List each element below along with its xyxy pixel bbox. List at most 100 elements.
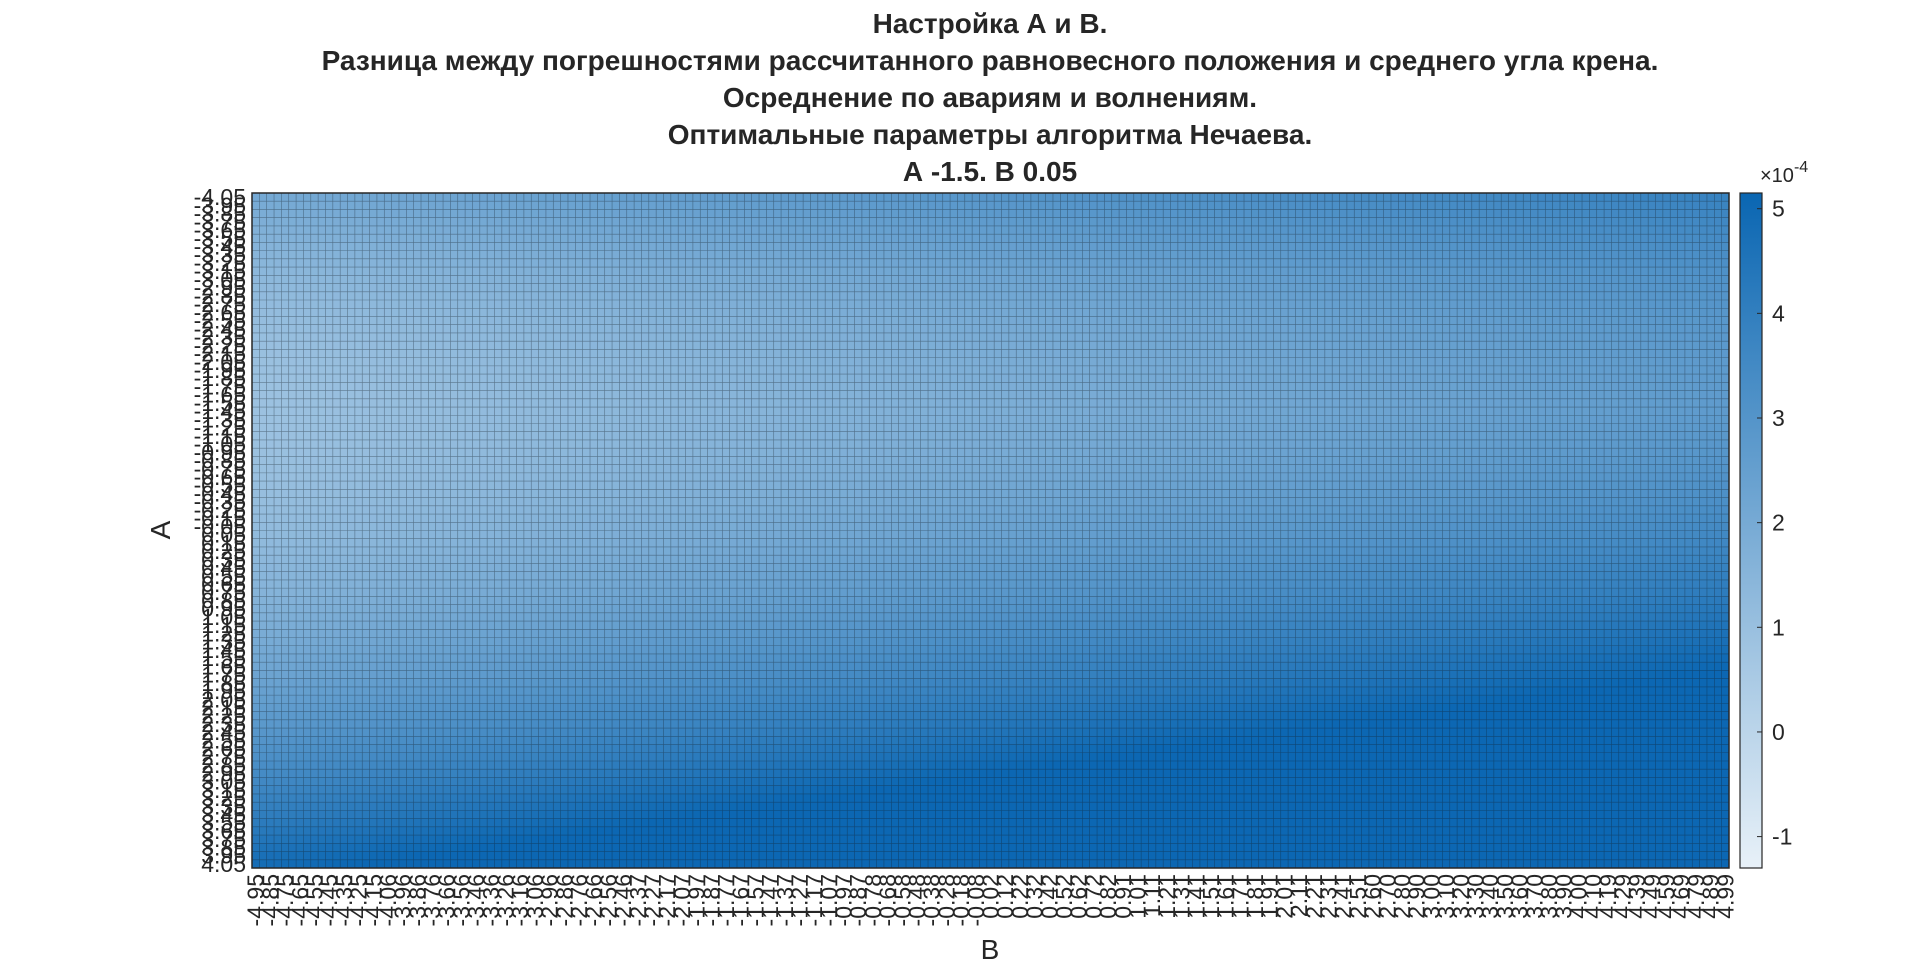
heatmap-cell: [1126, 365, 1135, 375]
heatmap-cell: [869, 316, 877, 326]
heatmap-cell: [1479, 324, 1487, 334]
heatmap-cell: [450, 250, 459, 260]
heatmap-cell: [773, 308, 782, 317]
heatmap-cell: [626, 349, 635, 359]
heatmap-cell: [1288, 275, 1296, 284]
heatmap-cell: [575, 300, 584, 309]
heatmap-cell: [1648, 250, 1656, 260]
heatmap-cell: [1016, 341, 1024, 350]
heatmap-cell: [861, 382, 870, 391]
heatmap-cell: [1324, 332, 1333, 342]
heatmap-cell: [634, 201, 642, 210]
heatmap-cell: [766, 275, 775, 284]
heatmap-cell: [487, 275, 495, 284]
heatmap-cell: [1530, 365, 1539, 375]
heatmap-cell: [560, 217, 569, 227]
heatmap-cell: [443, 201, 451, 210]
heatmap-cell: [619, 209, 628, 219]
heatmap-cell: [1244, 291, 1252, 301]
heatmap-cell: [1670, 275, 1678, 284]
heatmap-cell: [994, 349, 1002, 359]
heatmap-cell: [1192, 258, 1201, 268]
heatmap-cell: [1537, 308, 1546, 317]
heatmap-cell: [1545, 283, 1554, 293]
heatmap-cell: [1383, 382, 1392, 391]
heatmap-cell: [1449, 390, 1458, 400]
heatmap-cell: [303, 332, 312, 342]
heatmap-cell: [1104, 267, 1113, 276]
heatmap-cell: [1001, 201, 1010, 210]
heatmap-cell: [1354, 267, 1362, 276]
heatmap-cell: [1236, 234, 1245, 243]
heatmap-cell: [700, 332, 708, 342]
heatmap-cell: [1721, 349, 1730, 359]
heatmap-cell: [1251, 258, 1260, 268]
heatmap-cell: [435, 209, 444, 219]
heatmap-cell: [1089, 390, 1098, 400]
heatmap-cell: [296, 349, 304, 359]
heatmap-cell: [376, 365, 385, 375]
heatmap-cell: [1126, 374, 1135, 383]
heatmap-cell: [619, 217, 628, 227]
heatmap-cell: [634, 250, 642, 260]
heatmap-cell: [1119, 308, 1127, 317]
heatmap-cell: [1692, 316, 1701, 326]
heatmap-cell: [384, 374, 393, 383]
heatmap-cell: [1530, 349, 1539, 359]
heatmap-cell: [972, 209, 980, 219]
heatmap-cell: [1126, 242, 1135, 252]
heatmap-cell: [1420, 374, 1429, 383]
heatmap-cell: [685, 300, 694, 309]
heatmap-cell: [663, 382, 672, 391]
heatmap-cell: [296, 308, 304, 317]
heatmap-cell: [1075, 374, 1083, 383]
heatmap-cell: [972, 258, 980, 268]
heatmap-cell: [935, 242, 944, 252]
heatmap-cell: [509, 242, 517, 252]
heatmap-cell: [972, 242, 980, 252]
heatmap-cell: [1618, 308, 1627, 317]
heatmap-cell: [766, 382, 775, 391]
heatmap-cell: [972, 308, 980, 317]
heatmap-cell: [641, 193, 650, 202]
heatmap-cell: [1038, 250, 1047, 260]
heatmap-cell: [1523, 209, 1531, 219]
heatmap-cell: [1199, 291, 1208, 301]
heatmap-cell: [1670, 349, 1678, 359]
heatmap-cell: [1545, 217, 1554, 227]
heatmap-cell: [457, 234, 466, 243]
heatmap-cell: [1295, 283, 1304, 293]
heatmap-cell: [1207, 258, 1216, 268]
heatmap-cell: [1589, 217, 1598, 227]
heatmap-cell: [729, 258, 738, 268]
heatmap-cell: [1251, 390, 1260, 400]
heatmap-cell: [1464, 250, 1473, 260]
heatmap-cell: [1611, 357, 1620, 367]
heatmap-cell: [509, 357, 517, 367]
heatmap-cell: [751, 300, 760, 309]
heatmap-cell: [670, 209, 679, 219]
heatmap-cell: [1177, 234, 1186, 243]
heatmap-cell: [288, 217, 297, 227]
heatmap-cell: [1405, 365, 1414, 375]
heatmap-cell: [1633, 267, 1642, 276]
heatmap-cell: [781, 382, 789, 391]
heatmap-cell: [803, 209, 811, 219]
heatmap-cell: [1699, 242, 1708, 252]
heatmap-cell: [935, 349, 944, 359]
heatmap-cell: [1229, 308, 1238, 317]
heatmap-cell: [1008, 201, 1017, 210]
heatmap-cell: [1493, 374, 1502, 383]
heatmap-cell: [1420, 250, 1429, 260]
heatmap-cell: [795, 300, 804, 309]
heatmap-cell: [795, 193, 804, 202]
heatmap-cell: [883, 365, 892, 375]
heatmap-cell: [406, 324, 415, 334]
heatmap-cell: [707, 349, 716, 359]
heatmap-cell: [509, 258, 517, 268]
heatmap-cell: [1052, 349, 1061, 359]
heatmap-cell: [1545, 242, 1554, 252]
heatmap-cell: [906, 193, 914, 202]
heatmap-cell: [1714, 267, 1723, 276]
heatmap-cell: [1082, 275, 1091, 284]
